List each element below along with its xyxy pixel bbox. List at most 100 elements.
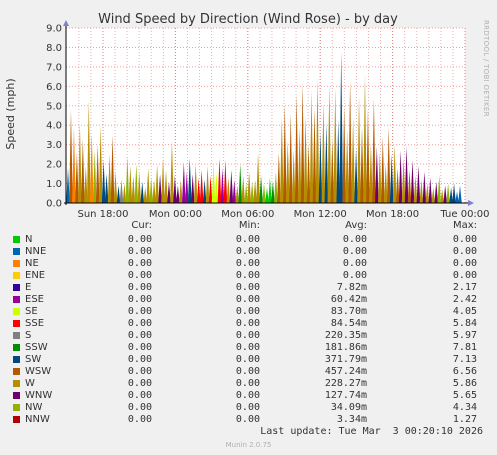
- spike-wsw: [342, 105, 346, 203]
- legend-avg: 220.35m: [324, 330, 367, 341]
- legend-cur: 0.00: [127, 366, 152, 377]
- legend-avg: 0.00: [342, 270, 367, 281]
- legend-name: WNW: [25, 390, 53, 401]
- legend-max: 6.56: [452, 366, 477, 377]
- spike-w: [205, 166, 210, 203]
- legend-avg: 7.82m: [336, 282, 367, 293]
- spike-se: [214, 171, 219, 203]
- spike-nw: [125, 156, 130, 203]
- spike-sw: [324, 123, 329, 203]
- spike-wnw: [428, 177, 433, 203]
- spike-wnw: [410, 160, 415, 203]
- spike-sw: [336, 119, 341, 203]
- spike-wnw: [176, 185, 180, 203]
- legend-avg: 181.86m: [324, 342, 367, 353]
- y-tick-label: 7.0: [46, 62, 62, 73]
- spike-w: [425, 183, 430, 203]
- legend-max: 0.00: [452, 258, 477, 269]
- spike-w: [357, 96, 361, 203]
- legend-row-ene: ENE 0.00 0.00 0.00 0.00: [0, 270, 497, 282]
- legend-swatch: [13, 308, 20, 315]
- legend-cur: 0.00: [127, 294, 152, 305]
- spike-sw: [187, 158, 192, 203]
- legend-swatch: [13, 404, 20, 411]
- spike-w: [122, 183, 127, 203]
- spike-sw: [104, 173, 109, 203]
- legend-row-ese: ESE 0.00 0.00 60.42m 2.42: [0, 294, 497, 306]
- data-spikes: [66, 51, 462, 204]
- legend-swatch: [13, 368, 20, 375]
- x-tick-label: Mon 00:00: [149, 209, 202, 220]
- spike-wsw: [407, 169, 412, 203]
- x-tick-label: Mon 12:00: [294, 209, 347, 220]
- spike-w: [78, 123, 82, 203]
- spike-wsw: [386, 127, 391, 203]
- legend-row-wnw: WNW 0.00 0.00 127.74m 5.65: [0, 390, 497, 402]
- legend-cur: 0.00: [127, 390, 152, 401]
- legend-min: 0.00: [235, 354, 260, 365]
- legend-row-s: S 0.00 0.00 220.35m 5.97: [0, 330, 497, 342]
- legend-row-nne: NNE 0.00 0.00 0.00 0.00: [0, 246, 497, 258]
- legend-swatch: [13, 344, 20, 351]
- spike-nne: [458, 185, 462, 203]
- spike-sse: [199, 169, 204, 203]
- y-tick-label: 3.0: [46, 140, 62, 151]
- legend-name: SSW: [25, 342, 48, 353]
- legend-row-w: W 0.00 0.00 228.27m 5.86: [0, 378, 497, 390]
- plot-area: [66, 28, 465, 203]
- legend-avg: 0.00: [342, 246, 367, 257]
- legend-name: ENE: [25, 270, 46, 281]
- legend-max: 5.65: [452, 390, 477, 401]
- legend-swatch: [13, 248, 20, 255]
- header-min: Min:: [238, 220, 260, 231]
- spike-ese: [232, 179, 237, 203]
- spike-w: [392, 144, 397, 203]
- legend-max: 5.84: [452, 318, 477, 329]
- legend-row-nw: NW 0.00 0.00 34.09m 4.34: [0, 402, 497, 414]
- legend-swatch: [13, 236, 20, 243]
- legend-name: ESE: [25, 294, 44, 305]
- spike-wsw: [277, 152, 281, 203]
- header-cur: Cur:: [131, 220, 152, 231]
- y-axis-arrow-icon: [63, 20, 69, 26]
- spike-wsw: [366, 109, 370, 203]
- legend-cur: 0.00: [127, 234, 152, 245]
- spike-w: [440, 189, 444, 203]
- spike-sw: [140, 181, 145, 203]
- spike-nw: [274, 171, 278, 203]
- spike-ssw: [271, 181, 275, 203]
- last-update: Last update: Tue Mar 3 00:20:10 2026: [260, 426, 483, 437]
- spike-w: [309, 90, 314, 203]
- legend-min: 0.00: [235, 246, 260, 257]
- x-ticks: Sun 18:00 Mon 00:00 Mon 06:00 Mon 12:00 Mon …: [77, 209, 489, 220]
- spike-w: [383, 164, 388, 203]
- legend-max: 0.00: [452, 234, 477, 245]
- spike-sw: [318, 133, 323, 203]
- spike-w: [179, 179, 183, 203]
- legend-swatch: [13, 320, 20, 327]
- legend-cur: 0.00: [127, 354, 152, 365]
- spike-s: [119, 179, 124, 203]
- legend-name: SSE: [25, 318, 45, 329]
- legend-min: 0.00: [235, 270, 260, 281]
- spike-w: [193, 164, 198, 203]
- spike-wnw: [422, 171, 427, 203]
- legend-name: NE: [25, 258, 39, 269]
- x-tick-label: Mon 18:00: [366, 209, 419, 220]
- spike-w: [84, 166, 88, 203]
- spike-w: [291, 150, 296, 203]
- legend-min: 0.00: [235, 318, 260, 329]
- spike-sw: [202, 179, 207, 203]
- spike-wsw: [306, 144, 311, 203]
- legend-min: 0.00: [235, 390, 260, 401]
- legend-swatch: [13, 284, 20, 291]
- spike-wsw: [282, 103, 287, 203]
- spike-w: [164, 169, 168, 203]
- legend-row-sse: SSE 0.00 0.00 84.54m 5.84: [0, 318, 497, 330]
- spike-ese: [220, 168, 225, 203]
- spike-nw: [149, 177, 153, 203]
- y-tick-label: 0.0: [46, 199, 62, 210]
- spike-w: [315, 78, 320, 203]
- spike-wsw: [69, 109, 73, 203]
- spike-se: [211, 162, 216, 203]
